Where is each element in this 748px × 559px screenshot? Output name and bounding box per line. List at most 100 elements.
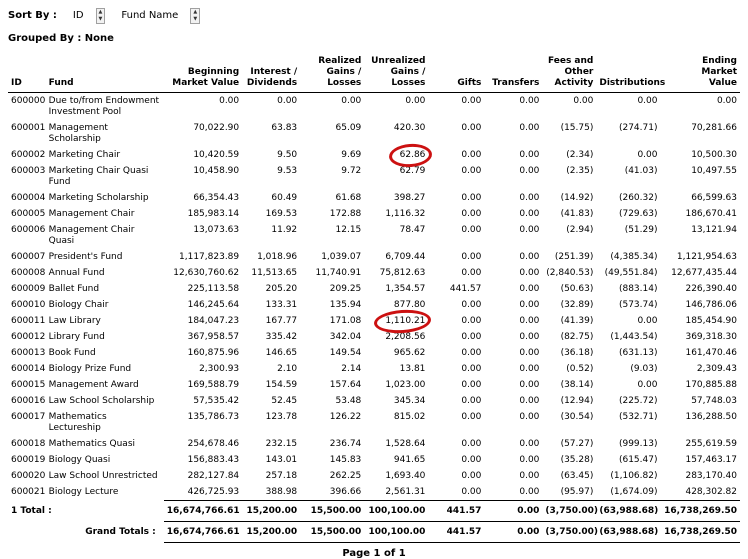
amount-cell: 157.64: [300, 377, 364, 393]
cell-value: 600007: [11, 252, 46, 262]
page-indicator: Page 1 of 1: [342, 548, 406, 559]
cell-value: 398.27: [393, 193, 426, 203]
cell-value: (12.94): [560, 396, 594, 406]
column-header: ID: [8, 54, 46, 93]
amount-cell: 146,245.64: [164, 297, 242, 313]
grand-total-row-label: Grand Totals :: [85, 526, 156, 537]
total-amount-cell: 16,738,269.50: [660, 500, 740, 522]
fund-name-cell: Law School Unrestricted: [46, 468, 164, 484]
cell-value: 367,958.57: [187, 332, 240, 342]
amount-cell: (4,385.34): [596, 249, 660, 265]
amount-cell: 2,561.31: [364, 484, 428, 501]
amount-cell: 398.27: [364, 190, 428, 206]
cell-value: (41.83): [560, 209, 594, 219]
total-amount-cell: 0.00: [484, 500, 543, 522]
column-header: Ending Market Value: [660, 54, 740, 93]
cell-value: 0.00: [519, 96, 540, 106]
amount-cell: 171.08: [300, 313, 364, 329]
amount-cell: 0.00: [428, 206, 484, 222]
sort-field-id[interactable]: ID ▲ ▼: [73, 7, 106, 24]
cell-value: Book Fund: [48, 348, 96, 358]
fund-id-cell: 600000: [8, 93, 46, 121]
cell-value: 185,454.90: [685, 316, 737, 326]
cell-value: Marketing Chair: [48, 150, 121, 160]
cell-value: 0.00: [461, 348, 482, 358]
cell-value: 167.77: [265, 316, 298, 326]
amount-cell: 11.92: [242, 222, 300, 249]
cell-value: 66,599.63: [691, 193, 737, 203]
total-amount-cell: 16,674,766.61: [163, 500, 243, 522]
cell-value: (82.75): [560, 332, 594, 342]
cell-value: 0.00: [461, 123, 482, 133]
cell-value: 0.00: [461, 150, 482, 160]
spin-up-icon[interactable]: ▲: [98, 8, 103, 15]
amount-cell: 57,748.03: [660, 393, 740, 409]
cell-value: (30.54): [560, 412, 594, 422]
cell-value: (883.14): [618, 284, 658, 294]
cell-value: 66,354.43: [193, 193, 240, 203]
cell-value: 0.00: [461, 96, 482, 106]
table-header-row: ID Fund Beginning Market Value Interest / D…: [8, 54, 740, 93]
table-row: 600018 Mathematics Quasi 254,678.46 232.15 2…: [8, 436, 740, 452]
cell-value: 0.00: [461, 380, 482, 390]
cell-value: 282,127.84: [187, 471, 240, 481]
cell-value: (573.74): [618, 300, 658, 310]
cell-value: Marketing Scholarship: [48, 193, 149, 203]
table-row: 600013 Book Fund 160,875.96 146.65 149.54 965…: [8, 345, 740, 361]
cell-value: 0.00: [461, 300, 482, 310]
amount-cell: 169.53: [242, 206, 300, 222]
amount-cell: 170,885.88: [660, 377, 740, 393]
cell-value: (36.18): [560, 348, 594, 358]
amount-cell: (883.14): [596, 281, 660, 297]
amount-cell: 342.04: [300, 329, 364, 345]
cell-value: (999.13): [618, 439, 658, 449]
amount-cell: 236.74: [300, 436, 364, 452]
table-row: 600004 Marketing Scholarship 66,354.43 60.4…: [8, 190, 740, 206]
cell-value: 600003: [11, 166, 46, 176]
cell-value: 941.65: [393, 455, 426, 465]
amount-cell: 428,302.82: [660, 484, 740, 501]
amount-cell: 877.80: [364, 297, 428, 313]
fund-name-cell: Biology Quasi: [46, 452, 164, 468]
cell-value: 877.80: [393, 300, 426, 310]
sort-field-fund-name-spinner[interactable]: ▲ ▼: [190, 7, 201, 24]
amount-cell: (15.75): [542, 120, 596, 147]
sort-field-fund-name[interactable]: Fund Name ▲ ▼: [121, 7, 201, 24]
cell-value: Law Library: [48, 316, 101, 326]
fund-name-cell: Book Fund: [46, 345, 164, 361]
cell-value: 9.72: [341, 166, 362, 176]
cell-value: 57,748.03: [691, 396, 737, 406]
amount-cell: (9.03): [596, 361, 660, 377]
cell-value: 600006: [11, 225, 46, 235]
cell-value: 2,309.43: [696, 364, 737, 374]
cell-value: 600008: [11, 268, 46, 278]
amount-cell: 63.83: [242, 120, 300, 147]
spin-up-icon[interactable]: ▲: [193, 8, 198, 15]
amount-cell: 255,619.59: [660, 436, 740, 452]
cell-value: (615.47): [618, 455, 658, 465]
cell-value: 0.00: [219, 96, 240, 106]
amount-cell: 10,458.90: [164, 163, 242, 190]
cell-value: 123.78: [265, 412, 298, 422]
amount-cell: 10,420.59: [164, 147, 242, 163]
fund-name-cell: Mathematics Quasi: [46, 436, 164, 452]
amount-cell: 1,693.40: [364, 468, 428, 484]
cell-value: Law School Scholarship: [48, 396, 155, 406]
cell-value: 0.00: [461, 471, 482, 481]
fund-id-cell: 600014: [8, 361, 46, 377]
sort-field-id-spinner[interactable]: ▲ ▼: [95, 7, 106, 24]
spin-down-icon[interactable]: ▼: [98, 15, 103, 22]
cell-value: 600009: [11, 284, 46, 294]
table-row: 600011 Law Library 184,047.23 167.77 171.08 1…: [8, 313, 740, 329]
cell-value: 388.98: [265, 487, 298, 497]
amount-cell: 167.77: [242, 313, 300, 329]
fund-table: ID Fund Beginning Market Value Interest / D…: [8, 54, 740, 543]
amount-cell: 1,121,954.63: [660, 249, 740, 265]
fund-name-cell: Biology Prize Fund: [46, 361, 164, 377]
cell-value: 0.00: [519, 193, 540, 203]
cell-value: 600015: [11, 380, 46, 390]
cell-value: 146,245.64: [187, 300, 240, 310]
spin-down-icon[interactable]: ▼: [193, 15, 198, 22]
amount-cell: (32.89): [542, 297, 596, 313]
amount-cell: 396.66: [300, 484, 364, 501]
